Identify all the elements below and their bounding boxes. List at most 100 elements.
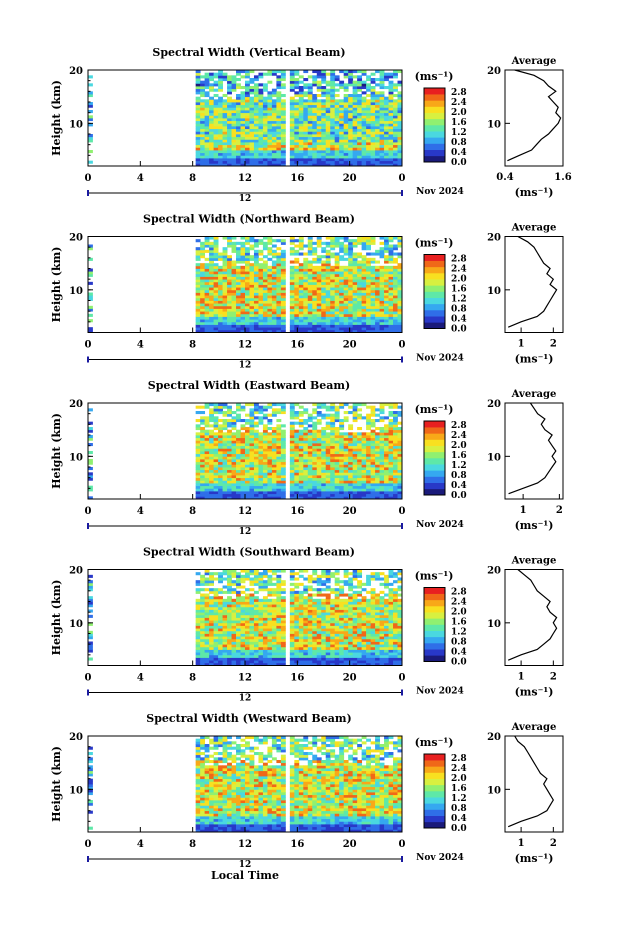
heatmap-cell <box>397 160 403 164</box>
heatmap-cell <box>321 123 327 127</box>
heatmap-cell <box>271 107 277 111</box>
heatmap-cell <box>289 160 295 164</box>
heatmap-cell <box>218 577 223 581</box>
heatmap-cell <box>289 303 295 307</box>
heatmap-cell <box>330 292 336 296</box>
heatmap-cell <box>271 281 277 285</box>
heatmap-cell <box>218 139 223 143</box>
heatmap-cell <box>195 612 201 616</box>
heatmap-cell <box>379 91 385 95</box>
heatmap-cell <box>330 413 336 417</box>
heatmap-cell <box>312 152 318 156</box>
heatmap-cell <box>334 413 340 417</box>
heatmap-cell <box>352 403 358 407</box>
heatmap-cell <box>330 295 336 299</box>
heatmap-cell <box>289 276 295 280</box>
heatmap-cell <box>303 435 309 439</box>
heatmap-cell <box>280 429 286 433</box>
heatmap-cell <box>379 303 385 307</box>
heatmap-cell <box>267 469 273 473</box>
heatmap-cell <box>231 660 237 664</box>
heatmap-cell <box>195 324 201 328</box>
heatmap-cell <box>204 147 210 151</box>
heatmap-cell <box>325 448 331 452</box>
heatmap-cell <box>88 297 93 301</box>
heatmap-cell <box>227 419 232 423</box>
heatmap-cell <box>213 160 219 164</box>
heatmap-cell <box>352 128 358 132</box>
heatmap-cell <box>267 464 273 468</box>
heatmap-cell <box>209 590 214 594</box>
heatmap-cell <box>316 440 322 444</box>
heatmap-cell <box>357 488 363 492</box>
heatmap-cell <box>361 416 367 420</box>
heatmap-cell <box>280 268 286 272</box>
heatmap-cell <box>276 475 282 479</box>
heatmap-cell <box>240 311 246 315</box>
heatmap-cell <box>200 316 206 320</box>
heatmap-cell <box>366 120 371 124</box>
heatmap-cell <box>271 445 277 449</box>
heatmap-cell <box>276 123 282 127</box>
heatmap-cell <box>316 480 322 484</box>
heatmap-cell <box>325 427 331 431</box>
heatmap-cell <box>366 88 371 92</box>
heatmap-cell <box>393 128 398 132</box>
heatmap-cell <box>249 271 255 275</box>
heatmap-cell <box>271 260 277 264</box>
heatmap-cell <box>236 300 241 304</box>
heatmap-cell <box>227 477 232 481</box>
heatmap-cell <box>303 134 309 138</box>
heatmap-cell <box>222 247 228 251</box>
heatmap-cell <box>200 483 206 487</box>
heatmap-cell <box>227 136 232 140</box>
heatmap-cell <box>249 239 255 243</box>
heatmap-cell <box>307 279 313 283</box>
heatmap-cell <box>88 467 93 471</box>
heatmap-cell <box>289 247 295 251</box>
heatmap-cell <box>209 255 214 259</box>
heatmap-cell <box>325 443 331 447</box>
heatmap-cell <box>312 469 318 473</box>
heatmap-cell <box>231 311 237 315</box>
heatmap-cell <box>307 305 313 309</box>
heatmap-cell <box>249 155 255 159</box>
heatmap-cell <box>316 257 322 261</box>
heatmap-cell <box>366 477 371 481</box>
heatmap-cell <box>213 467 219 471</box>
heatmap-cell <box>316 284 322 288</box>
heatmap-cell <box>195 313 201 317</box>
heatmap-cell <box>245 297 250 301</box>
heatmap-cell <box>379 136 385 140</box>
heatmap-cell <box>280 303 286 307</box>
heatmap-cell <box>298 112 304 116</box>
heatmap-cell <box>343 432 349 436</box>
heatmap-cell <box>294 115 300 119</box>
heatmap-cell <box>298 496 304 500</box>
heatmap-cell <box>222 641 228 645</box>
heatmap-cell <box>200 83 206 87</box>
heatmap-cell <box>88 244 93 248</box>
heatmap-cell <box>307 303 313 307</box>
heatmap-cell <box>384 160 389 164</box>
heatmap-cell <box>240 641 246 645</box>
heatmap-cell <box>245 646 250 650</box>
heatmap-cell <box>271 112 277 116</box>
heatmap-cell <box>271 469 277 473</box>
heatmap-cell <box>316 104 322 108</box>
heatmap-cell <box>204 596 210 600</box>
heatmap-cell <box>312 408 318 412</box>
heatmap-cell <box>204 609 210 613</box>
heatmap-cell <box>352 94 358 98</box>
heatmap-cell <box>352 263 358 267</box>
heatmap-cell <box>195 582 201 586</box>
heatmap-cell <box>204 491 210 495</box>
heatmap-cell <box>388 126 394 130</box>
heatmap-cell <box>334 305 340 309</box>
heatmap-cell <box>258 257 264 261</box>
heatmap-cell <box>195 83 201 87</box>
heatmap-cell <box>348 493 354 497</box>
heatmap-cell <box>312 464 318 468</box>
heatmap-cell <box>379 279 385 283</box>
heatmap-cell <box>393 271 398 275</box>
